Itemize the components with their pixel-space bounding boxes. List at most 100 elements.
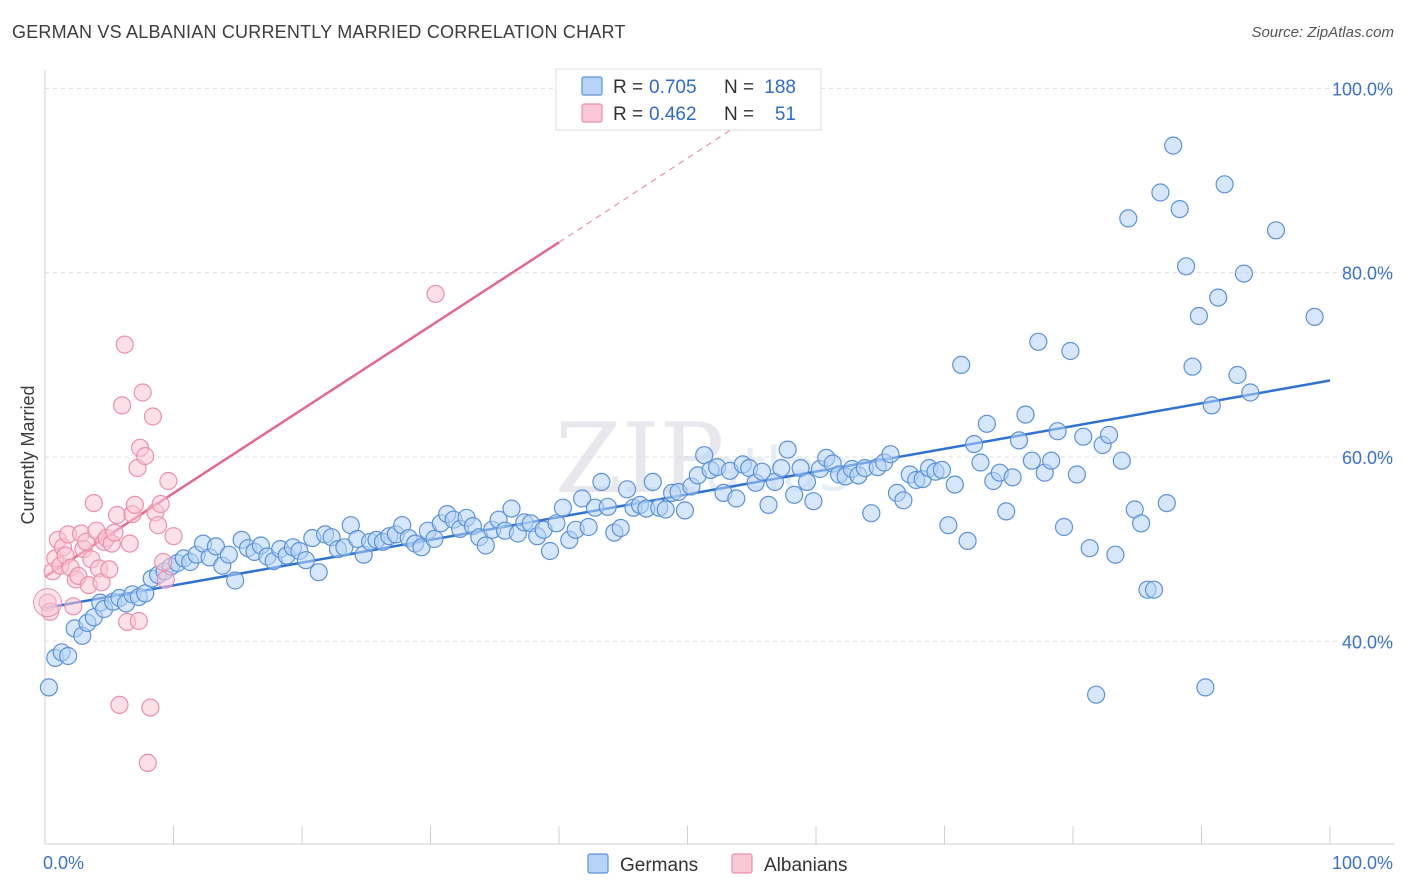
legend-r-value-germans: 0.705 [649, 77, 697, 98]
albanians-point [125, 495, 144, 514]
germans-point [797, 472, 817, 491]
albanians-point [110, 695, 129, 715]
germans-point [952, 355, 971, 374]
germans-point [881, 445, 900, 464]
germans-point [1189, 306, 1209, 326]
germans-point [502, 499, 521, 518]
correlation-legend: R = 0.705 N = 188 R = 0.462 N = 51 [555, 68, 822, 131]
germans-point [1054, 517, 1074, 537]
germans-point [1022, 451, 1042, 470]
legend-r-value-albanians: 0.462 [649, 104, 697, 125]
x-tick-label-max: 100.0% [1332, 853, 1393, 873]
legend-n-label-albanians: N = [724, 104, 754, 125]
albanians-point [120, 534, 139, 553]
albanians-point [129, 611, 148, 631]
germans-point [1009, 431, 1029, 450]
germans-point [1099, 425, 1119, 444]
y-tick-label: 100.0% [1332, 79, 1393, 99]
albanians-point [154, 552, 173, 572]
albanians-point [164, 527, 183, 546]
germans-point [752, 462, 772, 481]
legend-r-label-albanians: R = [613, 104, 643, 125]
germans-point [1170, 200, 1189, 219]
albanians-point [64, 597, 83, 616]
albanians-point [141, 698, 160, 717]
germans-point [656, 500, 675, 519]
germans-point [1042, 451, 1061, 470]
germans-point [611, 518, 630, 538]
germans-point [804, 492, 823, 511]
germans-point [1106, 545, 1125, 564]
germans-point [1029, 332, 1048, 351]
y-tick-label: 60.0% [1342, 448, 1393, 468]
germans-point [939, 516, 958, 535]
germans-point [1086, 685, 1106, 704]
germans-point [1112, 451, 1131, 470]
bottom-legend-swatch-albanians [731, 853, 753, 874]
albanians-point [159, 471, 178, 491]
x-tick-label-min: 0.0% [43, 853, 84, 873]
germans-point [540, 541, 560, 561]
germans-point [759, 495, 778, 514]
germans-point [997, 502, 1016, 521]
albanians-point [33, 588, 63, 618]
albanians-point [107, 505, 127, 525]
germans-point [958, 531, 977, 551]
albanians-point [76, 532, 96, 551]
albanians-point [100, 560, 119, 579]
germans-point [1080, 539, 1099, 558]
germans-point [335, 538, 354, 557]
germans-point [1183, 357, 1202, 376]
germans-point [1048, 422, 1067, 441]
germans-point [1151, 183, 1170, 202]
germans-point [1176, 257, 1196, 276]
germans-point [39, 678, 59, 697]
germans-point [412, 538, 431, 557]
bottom-legend-label-albanians: Albanians [764, 855, 847, 876]
germans-point [476, 536, 495, 555]
germans-point [553, 498, 573, 517]
y-tick-label: 80.0% [1342, 264, 1393, 284]
albanians-point [136, 447, 155, 466]
germans-point [1003, 468, 1022, 487]
albanians-point [133, 383, 152, 402]
legend-swatch-albanians [581, 103, 603, 123]
germans-point [1209, 288, 1228, 307]
germans-point [1196, 678, 1215, 697]
germans-point [206, 537, 225, 556]
legend-swatch-germans [581, 76, 603, 96]
germans-point [1164, 136, 1183, 155]
legend-n-value-albanians: 51 [775, 104, 796, 125]
albanians-point [115, 335, 134, 354]
germans-point [1305, 307, 1324, 326]
albanians-point [151, 494, 170, 514]
germans-point [1016, 405, 1035, 424]
y-tick-label: 40.0% [1342, 632, 1393, 652]
germans-point [425, 529, 444, 549]
data-points [33, 136, 1324, 773]
germans-point [1202, 396, 1221, 415]
albanians-point [138, 753, 157, 773]
albanians-point [112, 396, 132, 415]
germans-point [579, 517, 598, 537]
bottom-legend-label-germans: Germans [620, 855, 698, 876]
germans-point [894, 491, 913, 510]
germans-point [296, 551, 315, 570]
germans-point [1067, 465, 1087, 484]
germans-point [1119, 209, 1138, 228]
germans-point [945, 475, 964, 494]
chart-title: GERMAN VS ALBANIAN CURRENTLY MARRIED COR… [12, 22, 626, 42]
germans-point [226, 571, 245, 590]
germans-point [1234, 264, 1254, 283]
y-axis-label: Currently Married [18, 385, 38, 524]
germans-point [1157, 494, 1176, 513]
germans-point [785, 485, 804, 504]
germans-point [1144, 580, 1164, 599]
germans-point [932, 460, 952, 479]
germans-point [1131, 514, 1151, 533]
germans-point [1266, 221, 1286, 240]
germans-point [772, 459, 791, 478]
albanians-point [156, 570, 175, 589]
axes [44, 70, 1395, 845]
